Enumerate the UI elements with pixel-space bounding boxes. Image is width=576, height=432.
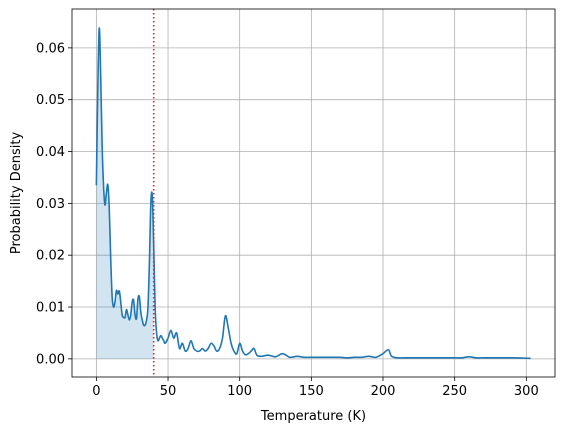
x-tick-label: 250 [442, 384, 467, 399]
y-tick-label: 0.03 [36, 197, 65, 212]
y-tick-label: 0.05 [36, 93, 65, 108]
y-axis-label: Probability Density [9, 132, 24, 255]
x-axis-label: Temperature (K) [260, 409, 366, 424]
y-tick-label: 0.01 [36, 301, 65, 316]
y-ticks: 0.00 0.01 0.02 0.03 0.04 0.05 0.06 [36, 41, 72, 367]
y-tick-label: 0.04 [36, 145, 65, 160]
density-area-fill [96, 28, 154, 359]
x-tick-label: 100 [227, 384, 252, 399]
x-ticks: 0 50 100 150 200 250 300 [92, 377, 539, 399]
x-tick-label: 300 [514, 384, 539, 399]
axes-frame [71, 8, 556, 378]
x-tick-label: 200 [371, 384, 396, 399]
y-tick-label: 0.00 [36, 352, 65, 367]
x-tick-label: 50 [160, 384, 177, 399]
y-tick-label: 0.02 [36, 249, 65, 264]
density-series-line [95, 27, 531, 360]
x-tick-label: 0 [92, 384, 100, 399]
y-tick-label: 0.06 [36, 41, 65, 56]
x-tick-label: 150 [299, 384, 324, 399]
grid [72, 9, 555, 377]
